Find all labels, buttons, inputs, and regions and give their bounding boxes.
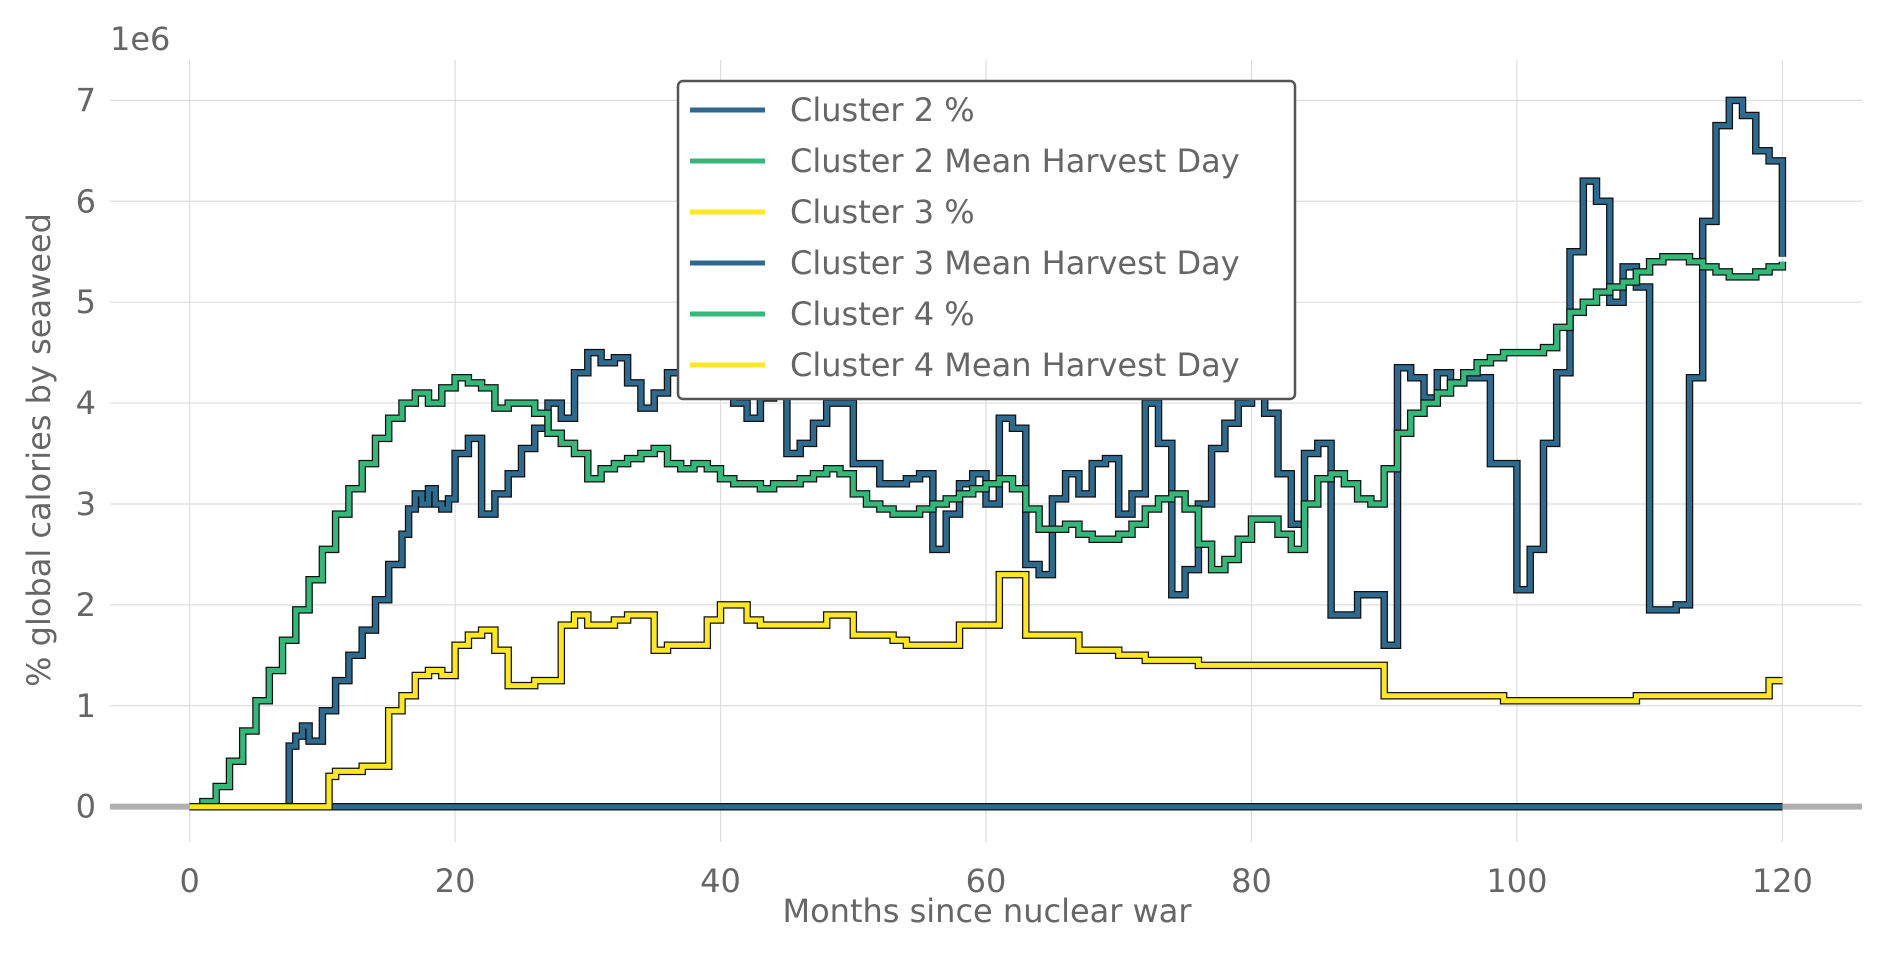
y-axis-label: % global calories by seaweed (20, 213, 58, 687)
series-layer (189, 96, 1787, 811)
legend-entry: Cluster 4 Mean Harvest Day (690, 346, 1240, 384)
y-tick-label: 4 (76, 384, 96, 422)
y-tick-label: 1 (76, 687, 96, 725)
y-tick-label: 0 (76, 788, 96, 826)
legend-entry: Cluster 3 % (690, 193, 975, 231)
series-line (189, 97, 1785, 810)
x-tick-label: 100 (1486, 862, 1547, 900)
legend-items: Cluster 2 % Cluster 2 Mean Harvest Day Clu… (690, 91, 1240, 384)
legend-box (676, 79, 1297, 401)
x-axis-ticks: 0 20 40 60 80 100 120 (179, 862, 1812, 900)
y-tick-label: 5 (76, 283, 96, 321)
x-tick-label: 80 (1231, 862, 1272, 900)
legend-label: Cluster 2 Mean Harvest Day (790, 142, 1240, 180)
legend-label: Cluster 4 % (790, 295, 975, 333)
legend-entry: Cluster 4 % (690, 295, 975, 333)
series-line (189, 254, 1785, 810)
legend-entry: Cluster 2 Mean Harvest Day (690, 142, 1240, 180)
x-axis-label: Months since nuclear war (782, 892, 1192, 930)
legend-entry: Cluster 2 % (690, 91, 975, 129)
y-axis-ticks: 0 1 2 3 4 5 6 7 (76, 81, 96, 825)
x-tick-label: 40 (700, 862, 741, 900)
x-tick-label: 20 (435, 862, 476, 900)
x-tick-label: 120 (1752, 862, 1813, 900)
legend: Cluster 2 % Cluster 2 Mean Harvest Day Clu… (676, 79, 1297, 401)
series-line (189, 572, 1783, 810)
y-offset-label: 1e6 (110, 20, 170, 58)
series-1 (189, 96, 1787, 811)
x-tick-label: 0 (179, 862, 199, 900)
y-tick-label: 6 (76, 182, 96, 220)
legend-label: Cluster 3 Mean Harvest Day (790, 244, 1240, 282)
x-tick-label: 60 (966, 862, 1007, 900)
legend-label: Cluster 2 % (790, 91, 975, 129)
series-5 (189, 253, 1787, 811)
y-tick-label: 2 (76, 586, 96, 624)
legend-entry: Cluster 3 Mean Harvest Day (690, 244, 1240, 282)
series-6 (189, 570, 1783, 811)
legend-label: Cluster 3 % (790, 193, 975, 231)
y-tick-label: 3 (76, 485, 96, 523)
legend-label: Cluster 4 Mean Harvest Day (790, 346, 1240, 384)
y-tick-label: 7 (76, 81, 96, 119)
